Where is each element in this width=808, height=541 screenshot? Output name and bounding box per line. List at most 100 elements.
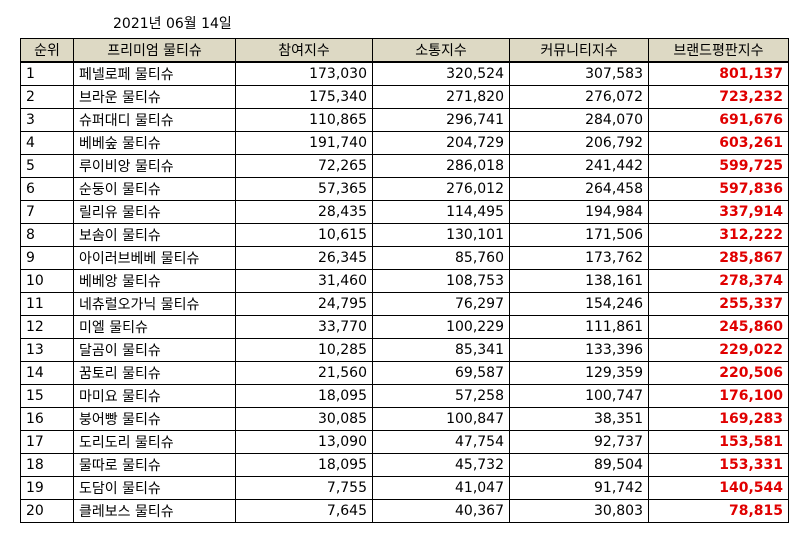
participation-index-cell: 31,460 [235, 269, 373, 293]
table-body: 1 페넬로페 물티슈 173,030 320,524 307,583 801,137 2 브라… [20, 61, 789, 523]
brand-name-cell: 루이비앙 물티슈 [73, 154, 236, 178]
rank-cell: 1 [20, 61, 74, 86]
rank-cell: 7 [20, 200, 74, 224]
communication-index-cell: 296,741 [372, 108, 510, 132]
table-row: 4 베베숲 물티슈 191,740 204,729 206,792 603,261 [20, 131, 789, 155]
rank-cell: 9 [20, 246, 74, 270]
brand-reputation-index-cell: 312,222 [648, 223, 789, 247]
community-index-cell: 91,742 [509, 476, 649, 500]
brand-reputation-index-cell: 78,815 [648, 499, 789, 523]
rank-cell: 15 [20, 384, 74, 408]
column-header-community: 커뮤니티지수 [509, 38, 649, 63]
rank-cell: 10 [20, 269, 74, 293]
table-row: 9 아이러브베베 물티슈 26,345 85,760 173,762 285,867 [20, 246, 789, 270]
brand-reputation-index-cell: 176,100 [648, 384, 789, 408]
table-row: 10 베베앙 물티슈 31,460 108,753 138,161 278,374 [20, 269, 789, 293]
brand-reputation-index-cell: 599,725 [648, 154, 789, 178]
participation-index-cell: 33,770 [235, 315, 373, 339]
community-index-cell: 38,351 [509, 407, 649, 431]
table-row: 16 붕어빵 물티슈 30,085 100,847 38,351 169,283 [20, 407, 789, 431]
brand-name-cell: 달곰이 물티슈 [73, 338, 236, 362]
brand-reputation-index-cell: 691,676 [648, 108, 789, 132]
participation-index-cell: 72,265 [235, 154, 373, 178]
brand-reputation-index-cell: 153,581 [648, 430, 789, 454]
header-row: 순위 프리미엄 물티슈 참여지수 소통지수 커뮤니티지수 브랜드평판지수 [20, 38, 789, 63]
participation-index-cell: 57,365 [235, 177, 373, 201]
rank-cell: 8 [20, 223, 74, 247]
participation-index-cell: 175,340 [235, 85, 373, 109]
rank-cell: 12 [20, 315, 74, 339]
column-header-communication: 소통지수 [372, 38, 510, 63]
table-row: 7 릴리유 물티슈 28,435 114,495 194,984 337,914 [20, 200, 789, 224]
participation-index-cell: 30,085 [235, 407, 373, 431]
community-index-cell: 284,070 [509, 108, 649, 132]
rank-cell: 6 [20, 177, 74, 201]
date-label: 2021년 06월 14일 [113, 16, 232, 32]
table-row: 8 보솜이 물티슈 10,615 130,101 171,506 312,222 [20, 223, 789, 247]
table-row: 18 물따로 물티슈 18,095 45,732 89,504 153,331 [20, 453, 789, 477]
communication-index-cell: 204,729 [372, 131, 510, 155]
participation-index-cell: 18,095 [235, 384, 373, 408]
communication-index-cell: 320,524 [372, 61, 510, 86]
table-row: 12 미엘 물티슈 33,770 100,229 111,861 245,860 [20, 315, 789, 339]
brand-reputation-index-cell: 603,261 [648, 131, 789, 155]
community-index-cell: 30,803 [509, 499, 649, 523]
brand-name-cell: 보솜이 물티슈 [73, 223, 236, 247]
communication-index-cell: 100,229 [372, 315, 510, 339]
community-index-cell: 92,737 [509, 430, 649, 454]
communication-index-cell: 57,258 [372, 384, 510, 408]
table-row: 1 페넬로페 물티슈 173,030 320,524 307,583 801,137 [20, 61, 789, 86]
community-index-cell: 138,161 [509, 269, 649, 293]
rank-cell: 20 [20, 499, 74, 523]
column-header-reputation: 브랜드평판지수 [648, 38, 789, 63]
rank-cell: 19 [20, 476, 74, 500]
communication-index-cell: 108,753 [372, 269, 510, 293]
rank-cell: 17 [20, 430, 74, 454]
community-index-cell: 173,762 [509, 246, 649, 270]
community-index-cell: 307,583 [509, 61, 649, 86]
brand-name-cell: 붕어빵 물티슈 [73, 407, 236, 431]
rank-cell: 5 [20, 154, 74, 178]
column-header-brand: 프리미엄 물티슈 [73, 38, 236, 63]
brand-reputation-index-cell: 723,232 [648, 85, 789, 109]
table-row: 2 브라운 물티슈 175,340 271,820 276,072 723,232 [20, 85, 789, 109]
brand-reputation-index-cell: 337,914 [648, 200, 789, 224]
brand-name-cell: 순둥이 물티슈 [73, 177, 236, 201]
rank-cell: 4 [20, 131, 74, 155]
column-header-rank: 순위 [20, 38, 74, 63]
communication-index-cell: 85,341 [372, 338, 510, 362]
table-row: 11 네츄럴오가닉 물티슈 24,795 76,297 154,246 255,337 [20, 292, 789, 316]
brand-reputation-index-cell: 220,506 [648, 361, 789, 385]
communication-index-cell: 76,297 [372, 292, 510, 316]
brand-name-cell: 브라운 물티슈 [73, 85, 236, 109]
brand-reputation-index-cell: 278,374 [648, 269, 789, 293]
brand-reputation-index-cell: 285,867 [648, 246, 789, 270]
brand-reputation-index-cell: 229,022 [648, 338, 789, 362]
communication-index-cell: 130,101 [372, 223, 510, 247]
brand-name-cell: 네츄럴오가닉 물티슈 [73, 292, 236, 316]
brand-reputation-index-cell: 140,544 [648, 476, 789, 500]
participation-index-cell: 7,645 [235, 499, 373, 523]
communication-index-cell: 271,820 [372, 85, 510, 109]
brand-name-cell: 물따로 물티슈 [73, 453, 236, 477]
communication-index-cell: 47,754 [372, 430, 510, 454]
community-index-cell: 241,442 [509, 154, 649, 178]
table-row: 14 꿈토리 물티슈 21,560 69,587 129,359 220,506 [20, 361, 789, 385]
community-index-cell: 206,792 [509, 131, 649, 155]
rank-cell: 2 [20, 85, 74, 109]
brand-name-cell: 페넬로페 물티슈 [73, 61, 236, 86]
brand-name-cell: 베베숲 물티슈 [73, 131, 236, 155]
participation-index-cell: 18,095 [235, 453, 373, 477]
brand-name-cell: 마미요 물티슈 [73, 384, 236, 408]
participation-index-cell: 7,755 [235, 476, 373, 500]
brand-name-cell: 릴리유 물티슈 [73, 200, 236, 224]
community-index-cell: 194,984 [509, 200, 649, 224]
participation-index-cell: 173,030 [235, 61, 373, 86]
communication-index-cell: 41,047 [372, 476, 510, 500]
communication-index-cell: 85,760 [372, 246, 510, 270]
rank-cell: 16 [20, 407, 74, 431]
table-row: 3 슈퍼대디 물티슈 110,865 296,741 284,070 691,676 [20, 108, 789, 132]
table-row: 5 루이비앙 물티슈 72,265 286,018 241,442 599,725 [20, 154, 789, 178]
brand-name-cell: 도담이 물티슈 [73, 476, 236, 500]
communication-index-cell: 114,495 [372, 200, 510, 224]
